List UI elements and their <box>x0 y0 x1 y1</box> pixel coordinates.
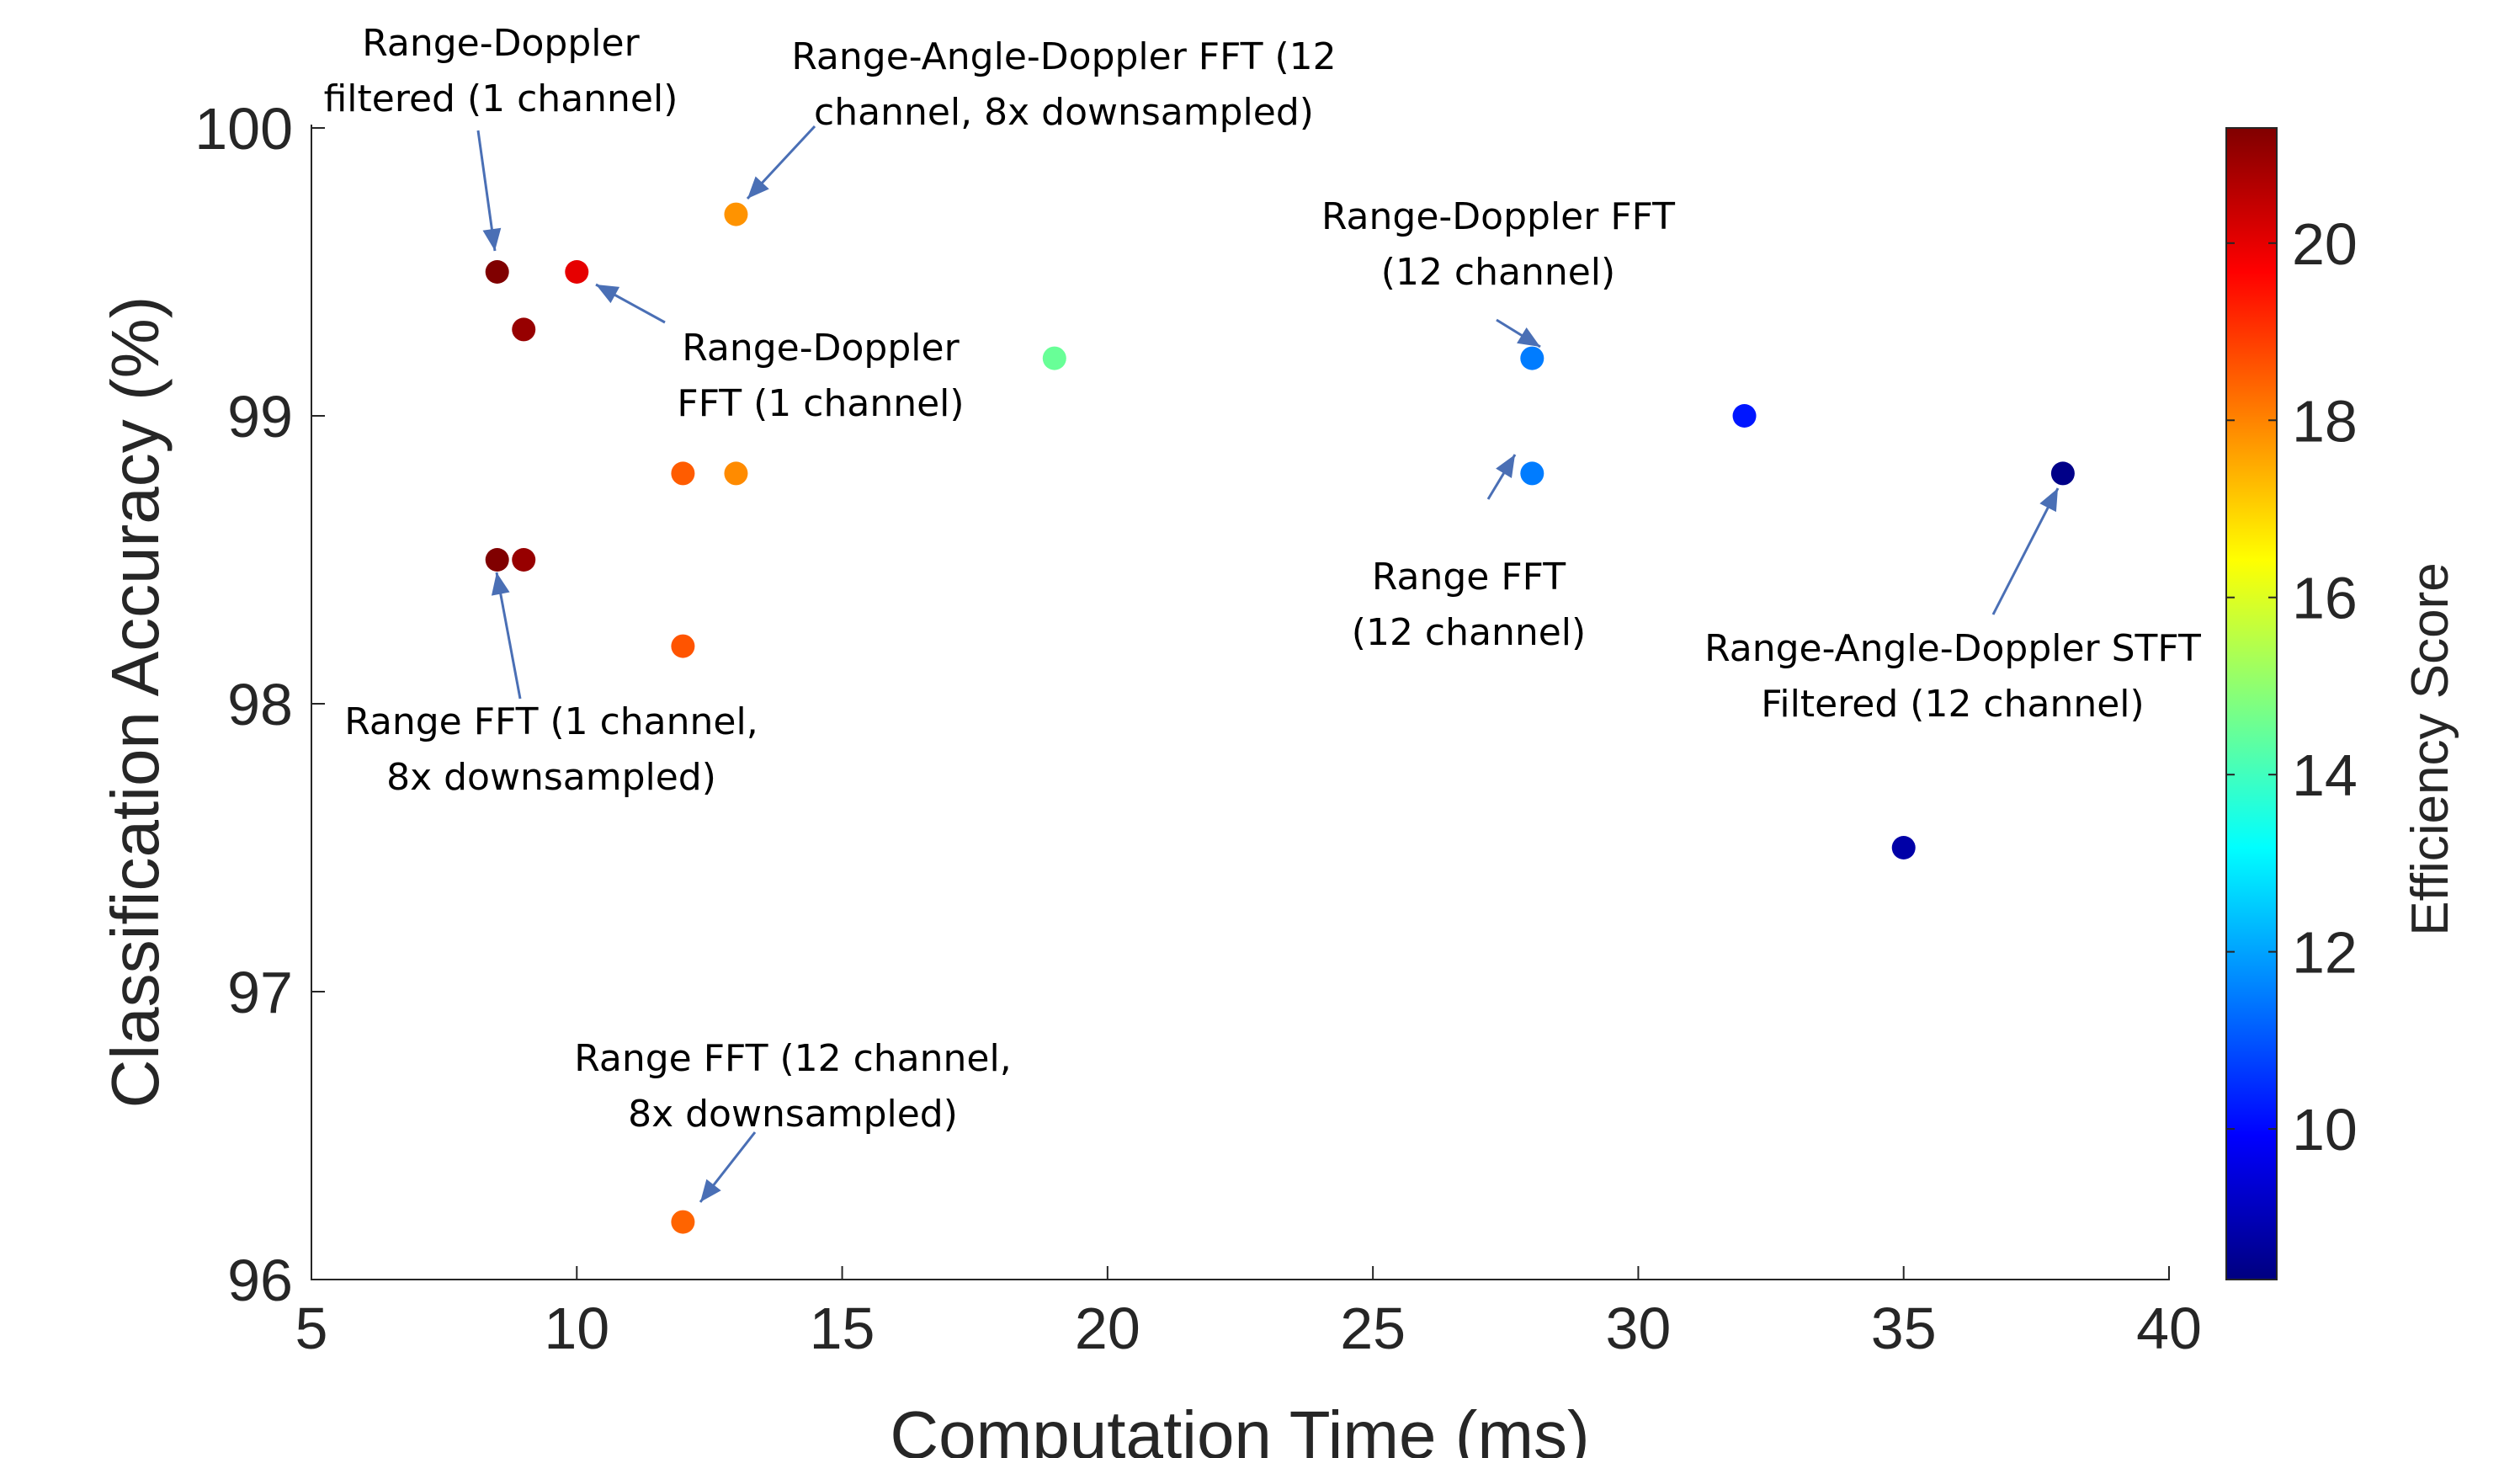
x-tick-label: 15 <box>810 1296 875 1361</box>
annotation-label: Range-Angle-Doppler STFT Filtered (12 cha… <box>1704 627 2201 726</box>
annotation-line: Range-Doppler FFT <box>1321 195 1675 238</box>
annotation-line: filtered (1 channel) <box>324 77 678 120</box>
annotation-arrows <box>476 125 2060 1203</box>
annotation-label: Range-Doppler FFT (1 channel) <box>677 327 964 425</box>
data-point <box>485 548 509 572</box>
annotation-line: 8x downsampled) <box>386 756 716 799</box>
y-tick-label: 99 <box>227 384 293 450</box>
data-point <box>485 260 509 284</box>
colorbar-tick-label: 20 <box>2292 211 2358 277</box>
y-tick-label: 98 <box>227 672 293 737</box>
x-tick-label: 30 <box>1605 1296 1671 1361</box>
y-tick-label: 97 <box>227 960 293 1025</box>
colorbar-tick-label: 10 <box>2292 1097 2358 1163</box>
annotation-arrowhead <box>596 285 620 304</box>
data-point <box>1891 836 1916 859</box>
annotation-arrowhead <box>2039 488 2058 513</box>
x-tick-label: 20 <box>1075 1296 1140 1361</box>
colorbar-gradient <box>2225 127 2278 1280</box>
annotation-label: Range-Doppler filtered (1 channel) <box>324 22 678 120</box>
colorbar-tick-label: 18 <box>2292 388 2358 454</box>
annotation-arrowhead <box>482 227 502 251</box>
colorbar-ticks: 10 12 14 16 18 20 <box>2226 211 2358 1163</box>
colorbar-tick-label: 16 <box>2292 566 2358 631</box>
annotation-line: FFT (1 channel) <box>677 382 964 425</box>
annotation-arrow <box>1991 487 2060 615</box>
data-point <box>512 548 536 572</box>
annotation-label: Range FFT (12 channel, 8x downsampled) <box>574 1037 1011 1136</box>
annotation-label: Range-Angle-Doppler FFT (12 channel, 8x d… <box>791 35 1336 134</box>
annotation-label: Range FFT (1 channel, 8x downsampled) <box>344 700 758 799</box>
x-tick-label: 25 <box>1340 1296 1406 1361</box>
colorbar-title: Efficiency Score <box>2401 562 2459 935</box>
data-point <box>671 1210 695 1234</box>
annotation-label: Range-Doppler FFT (12 channel) <box>1321 195 1675 294</box>
data-point <box>1732 404 1757 428</box>
x-axis-title: Computation Time (ms) <box>890 1397 1589 1458</box>
annotation-line: Range FFT <box>1372 556 1566 599</box>
annotation-arrowhead <box>700 1179 721 1202</box>
x-axis-tick-labels: 5 10 15 20 25 30 35 40 <box>295 1296 2202 1361</box>
data-points <box>485 202 2075 1234</box>
data-point <box>1520 346 1544 370</box>
data-point <box>512 317 536 342</box>
annotation-line: (12 channel) <box>1381 251 1615 294</box>
y-tick-label: 100 <box>194 96 293 162</box>
colorbar-tick-label: 12 <box>2292 920 2358 986</box>
annotation-line: Range-Angle-Doppler FFT (12 <box>791 35 1336 78</box>
y-axis-tick-labels: 96 97 98 99 100 <box>194 96 293 1313</box>
y-axis-title: Classification Accuracy (%) <box>98 296 173 1109</box>
annotation-line: Range FFT (1 channel, <box>344 700 758 743</box>
annotation-arrowhead <box>1496 455 1515 478</box>
colorbar-tick-label: 14 <box>2292 742 2358 808</box>
y-axis-ticks <box>311 127 325 1280</box>
annotation-line: Range FFT (12 channel, <box>574 1037 1011 1080</box>
data-point <box>671 634 695 658</box>
annotation-line: (12 channel) <box>1352 611 1586 654</box>
data-point <box>671 461 695 486</box>
data-point <box>1042 346 1066 370</box>
annotation-line: Range-Angle-Doppler STFT <box>1704 627 2201 670</box>
annotation-line: 8x downsampled) <box>628 1093 958 1136</box>
data-point <box>724 202 748 226</box>
plot-area: 5 10 15 20 25 30 35 40 96 97 98 99 100 <box>194 96 2202 1361</box>
data-point <box>1520 461 1544 486</box>
annotation-line: Filtered (12 channel) <box>1761 683 2144 726</box>
annotation-arrowhead <box>491 572 510 596</box>
colorbar: 10 12 14 16 18 20 Efficiency Score <box>2225 127 2459 1280</box>
data-point <box>724 461 748 486</box>
x-tick-label: 5 <box>295 1296 328 1361</box>
annotation-line: Range-Doppler <box>682 327 960 370</box>
x-tick-label: 10 <box>544 1296 609 1361</box>
x-tick-label: 35 <box>1871 1296 1937 1361</box>
data-point <box>565 260 589 284</box>
x-axis-ticks <box>311 1266 2170 1280</box>
annotation-arrowhead <box>747 176 769 199</box>
annotation-labels: Range-Doppler filtered (1 channel) Range-A… <box>324 22 2201 1136</box>
annotation-line: Range-Doppler <box>362 22 640 65</box>
x-tick-label: 40 <box>2136 1296 2202 1361</box>
annotation-arrowhead <box>1517 327 1540 347</box>
annotation-line: channel, 8x downsampled) <box>814 91 1314 134</box>
y-tick-label: 96 <box>227 1248 293 1313</box>
annotation-label: Range FFT (12 channel) <box>1352 556 1586 654</box>
data-point <box>2050 461 2075 486</box>
